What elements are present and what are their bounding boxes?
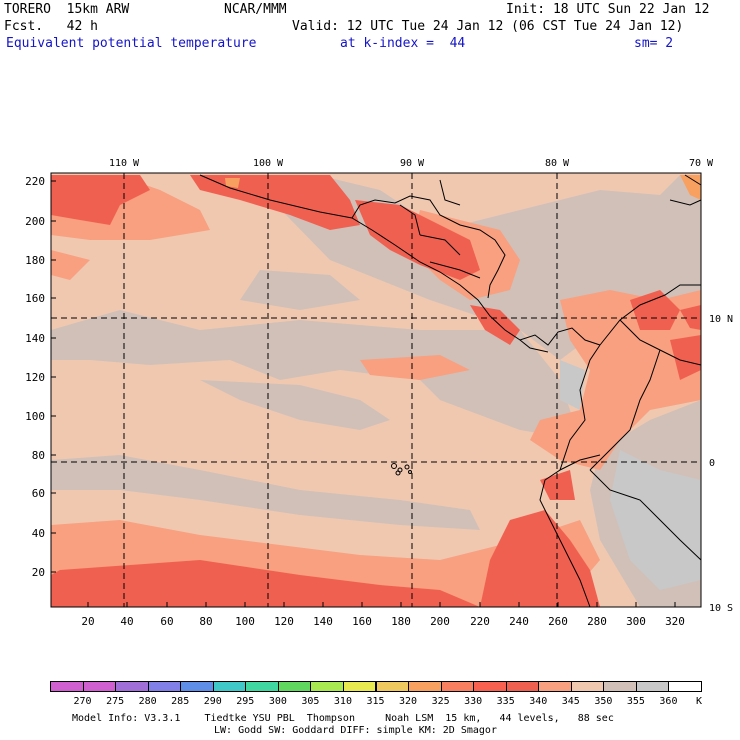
colorbar-label: 295 (236, 696, 255, 707)
x-tick: 320 (665, 615, 685, 628)
colorbar-label: 345 (561, 696, 580, 707)
latlon-grid (51, 173, 701, 607)
colorbar-cell (115, 681, 149, 692)
field-name: Equivalent potential temperature (6, 36, 257, 51)
y-tick: 100 (25, 410, 45, 423)
x-tick: 260 (548, 615, 568, 628)
colorbar-cell (505, 681, 540, 692)
colorbar-cell (342, 681, 377, 692)
colorbar-cell (635, 681, 670, 692)
colorbar-label: 290 (203, 696, 222, 707)
y-tick: 120 (25, 371, 45, 384)
colorbar-label: 335 (496, 696, 515, 707)
colorbar-label: 280 (138, 696, 157, 707)
x-tick: 120 (274, 615, 294, 628)
x-tick: 200 (430, 615, 450, 628)
x-tick-marks (87, 602, 676, 607)
lon-label: 110 W (109, 158, 140, 169)
colorbar-label: 305 (301, 696, 320, 707)
colorbar-cell (310, 681, 344, 692)
colorbar-cell (212, 681, 247, 692)
forecast-hour: Fcst. 42 h (4, 19, 98, 34)
x-tick: 280 (587, 615, 607, 628)
colorbar-label: 325 (431, 696, 450, 707)
map-frame (50, 172, 702, 608)
colorbar-cell (375, 681, 410, 692)
colorbar-label: 360 (659, 696, 678, 707)
x-tick: 80 (199, 615, 212, 628)
colorbar-label: 350 (594, 696, 613, 707)
colorbar-cell (440, 681, 475, 692)
y-tick: 140 (25, 332, 45, 345)
colorbar-label: 330 (464, 696, 483, 707)
center-name: NCAR/MMM (224, 2, 287, 17)
physics-info: LW: Godd SW: Goddard DIFF: simple KM: 2D… (214, 725, 497, 736)
colorbar-label: 270 (73, 696, 92, 707)
y-tick: 80 (32, 449, 45, 462)
colorbar-label: 355 (626, 696, 645, 707)
colorbar-cell (277, 681, 312, 692)
valid-time: Valid: 12 UTC Tue 24 Jan 12 (06 CST Tue … (292, 19, 684, 34)
init-time: Init: 18 UTC Sun 22 Jan 12 (506, 2, 710, 17)
x-tick: 240 (509, 615, 529, 628)
map-panel: 110 W 100 W 90 W 80 W 70 W 10 N 0 10 S 2… (25, 158, 733, 628)
y-tick: 180 (25, 254, 45, 267)
smoothing-info: sm= 2 (634, 36, 674, 51)
colorbar-cell (603, 681, 637, 692)
colorbar-cell (82, 681, 117, 692)
lon-label: 100 W (253, 158, 284, 169)
lat-label: 10 N (709, 314, 733, 325)
colorbar-label: 315 (366, 696, 385, 707)
x-tick: 100 (235, 615, 255, 628)
colorbar-label: 310 (333, 696, 352, 707)
lat-labels: 10 N 0 10 S (709, 314, 733, 614)
y-tick: 60 (32, 487, 45, 500)
y-tick: 40 (32, 527, 45, 540)
x-tick: 300 (626, 615, 646, 628)
colorbar-cell (147, 681, 182, 692)
y-tick: 220 (25, 175, 45, 188)
lat-label: 10 S (709, 603, 733, 614)
colorbar-label: 275 (106, 696, 125, 707)
lat-label: 0 (709, 458, 715, 469)
model-title: TORERO 15km ARW (4, 2, 130, 17)
y-tick-marks (51, 180, 56, 573)
y-ticks: 220 200 180 160 140 120 100 80 60 40 20 (25, 175, 45, 579)
x-tick: 40 (120, 615, 133, 628)
x-tick: 160 (352, 615, 372, 628)
colorbar-cell (245, 681, 279, 692)
colorbar-cell (473, 681, 507, 692)
lon-labels: 110 W 100 W 90 W 80 W 70 W (109, 158, 714, 169)
light-grey-areas (560, 360, 701, 590)
colorbar-label: 320 (399, 696, 418, 707)
y-tick: 160 (25, 292, 45, 305)
red-areas (51, 175, 701, 607)
colorbar-unit: K (696, 696, 703, 707)
colorbar-cell (538, 681, 572, 692)
colorbar-label: 285 (171, 696, 190, 707)
x-tick: 60 (160, 615, 173, 628)
model-info: Model Info: V3.3.1 Tiedtke YSU PBL Thomp… (72, 713, 614, 724)
level-info: at k-index = 44 (340, 36, 466, 51)
galapagos-islands (391, 463, 412, 476)
x-ticks: 20 40 60 80 100 120 140 160 180 200 220 … (81, 615, 685, 628)
colorbar-cell (408, 681, 442, 692)
colorbar-cell (50, 681, 84, 692)
lon-label: 90 W (400, 158, 425, 169)
x-tick: 20 (81, 615, 94, 628)
colorbar-cell (668, 681, 702, 692)
colorbar-label: 340 (529, 696, 548, 707)
x-tick: 140 (313, 615, 333, 628)
y-tick: 200 (25, 215, 45, 228)
colorbar-cell (180, 681, 214, 692)
x-tick: 180 (391, 615, 411, 628)
lon-label: 80 W (545, 158, 570, 169)
colorbar-cell (570, 681, 605, 692)
x-tick: 220 (470, 615, 490, 628)
coastlines (199, 174, 702, 608)
lon-label: 70 W (689, 158, 714, 169)
y-tick: 20 (32, 566, 45, 579)
colorbar-label: 300 (268, 696, 287, 707)
